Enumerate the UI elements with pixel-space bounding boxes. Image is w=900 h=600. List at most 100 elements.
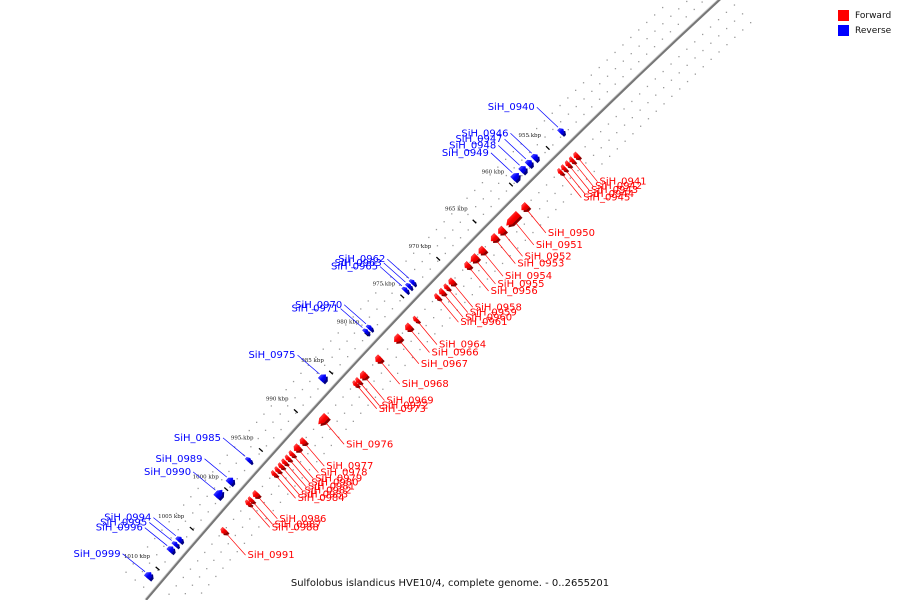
gene-label[interactable]: SiH_0941 [599,177,646,188]
gene-label[interactable]: SiH_0991 [248,550,295,561]
gene-label[interactable]: SiH_0968 [402,379,449,390]
gene-label[interactable]: SiH_0984 [298,493,345,504]
gene-arrow-sih-0945[interactable] [557,167,564,175]
gene-arrow-sih-0981[interactable] [281,458,289,465]
gene-arrow-sih-0960[interactable] [438,287,446,295]
gene-arrow-sih-0970[interactable] [365,324,373,332]
gene-label[interactable]: SiH_0970 [295,300,342,311]
gene-arrow-sih-0955[interactable] [470,253,480,262]
gene-label[interactable]: SiH_0966 [432,347,479,358]
gene-label[interactable]: SiH_0950 [548,228,595,239]
gene-label[interactable]: SiH_0960 [465,312,512,323]
gene-arrow-sih-0984[interactable] [270,470,278,477]
gene-label[interactable]: SiH_0959 [470,307,517,318]
gene-arrow-sih-0988[interactable] [244,499,252,506]
gene-label[interactable]: SiH_0955 [497,279,544,290]
gene-arrow-sih-0980[interactable] [284,454,292,461]
gene-label[interactable]: SiH_0977 [326,461,373,472]
gene-arrow-sih-0975[interactable] [317,374,327,383]
gene-arrow-sih-0962[interactable] [408,279,416,286]
gene-arrow-sih-0968[interactable] [375,354,383,362]
gene-label[interactable]: SiH_0951 [536,240,583,251]
gene-label[interactable]: SiH_0973 [379,404,426,415]
gene-label[interactable]: SiH_0989 [155,454,202,465]
gene-arrow-sih-0978[interactable] [293,443,302,452]
gene-arrow-sih-0946[interactable] [530,153,539,162]
gene-arrow-sih-0940[interactable] [557,128,565,136]
gene-label[interactable]: SiH_0940 [488,102,535,113]
gene-arrow-sih-0991[interactable] [220,526,228,534]
gene-label[interactable]: SiH_0979 [315,473,362,484]
gene-label[interactable]: SiH_0980 [311,478,358,489]
gene-arrow-sih-0979[interactable] [288,450,296,457]
gene-arrow-sih-0941[interactable] [573,151,581,159]
gene-arrow-sih-0963[interactable] [405,282,412,290]
gene-label[interactable]: SiH_0965 [331,262,378,273]
gene-label[interactable]: SiH_0944 [587,189,634,200]
gene-label[interactable]: SiH_0945 [583,193,630,204]
gene-arrow-sih-0956[interactable] [464,261,472,269]
gene-label[interactable]: SiH_0964 [439,340,486,351]
gene-label[interactable]: SiH_0958 [475,302,522,313]
gene-arrow-sih-0967[interactable] [394,333,403,343]
gene-label[interactable]: SiH_0954 [505,271,552,282]
gene-arrow-sih-0977[interactable] [299,437,308,445]
gene-label[interactable]: SiH_0949 [442,148,489,159]
gene-label[interactable]: SiH_0972 [382,401,429,412]
gene-label[interactable]: SiH_0985 [174,433,221,444]
gene-label[interactable]: SiH_0962 [338,254,385,265]
gene-arrow-sih-0943[interactable] [564,160,572,167]
gene-label[interactable]: SiH_0978 [320,468,367,479]
gene-label[interactable]: SiH_0987 [275,519,322,530]
gene-arrow-sih-0989[interactable] [225,477,234,486]
gene-arrow-sih-0994[interactable] [175,536,183,544]
gene-label[interactable]: SiH_0942 [595,181,642,192]
gene-arrow-sih-0987[interactable] [247,496,255,503]
gene-label[interactable]: SiH_0986 [279,514,326,525]
gene-label[interactable]: SiH_0969 [387,395,434,406]
gene-arrow-sih-0995[interactable] [171,541,179,548]
gene-arrow-sih-0966[interactable] [405,322,413,331]
gene-label[interactable]: SiH_0946 [461,128,508,139]
gene-label[interactable]: SiH_0988 [272,522,319,533]
gene-label[interactable]: SiH_0948 [449,140,496,151]
gene-arrow-sih-0971[interactable] [362,328,369,336]
gene-arrow-sih-0954[interactable] [478,245,487,254]
gene-arrow-sih-0949[interactable] [510,172,520,182]
gene-arrow-sih-0951[interactable] [506,210,521,226]
gene-label[interactable]: SiH_0981 [308,482,355,493]
gene-arrow-sih-0959[interactable] [443,283,451,290]
gene-label[interactable]: SiH_0990 [144,467,191,478]
gene-arrow-sih-0996[interactable] [166,546,174,554]
gene-arrow-sih-0983[interactable] [274,466,282,473]
gene-arrow-sih-0952[interactable] [498,225,507,234]
gene-arrow-sih-0969[interactable] [359,370,369,379]
gene-label[interactable]: SiH_0983 [301,489,348,500]
gene-label[interactable]: SiH_0947 [455,134,502,145]
gene-arrow-sih-0958[interactable] [448,277,456,285]
gene-arrow-sih-0976[interactable] [318,412,330,425]
gene-arrow-sih-0985[interactable] [244,457,252,464]
gene-arrow-sih-0964[interactable] [412,315,420,323]
gene-label[interactable]: SiH_0996 [96,523,143,534]
gene-arrow-sih-0999[interactable] [143,572,152,580]
gene-label[interactable]: SiH_0995 [100,517,147,528]
gene-arrow-sih-0942[interactable] [568,156,576,163]
gene-label[interactable]: SiH_0975 [248,350,295,361]
gene-arrow-sih-0950[interactable] [521,202,530,211]
gene-arrow-sih-0948[interactable] [518,166,526,174]
gene-label[interactable]: SiH_0953 [517,259,564,270]
gene-arrow-sih-0965[interactable] [401,286,409,294]
gene-arrow-sih-0947[interactable] [524,159,533,168]
gene-label[interactable]: SiH_0976 [346,439,393,450]
gene-label[interactable]: SiH_0967 [421,359,468,370]
gene-arrow-sih-0990[interactable] [213,489,223,500]
gene-arrow-sih-0972[interactable] [355,377,362,384]
gene-arrow-sih-0973[interactable] [352,380,360,387]
gene-label[interactable]: SiH_0982 [304,485,351,496]
gene-arrow-sih-0961[interactable] [434,293,441,300]
gene-label[interactable]: SiH_0943 [591,185,638,196]
gene-label[interactable]: SiH_0963 [335,258,382,269]
gene-label[interactable]: SiH_0994 [104,513,151,524]
